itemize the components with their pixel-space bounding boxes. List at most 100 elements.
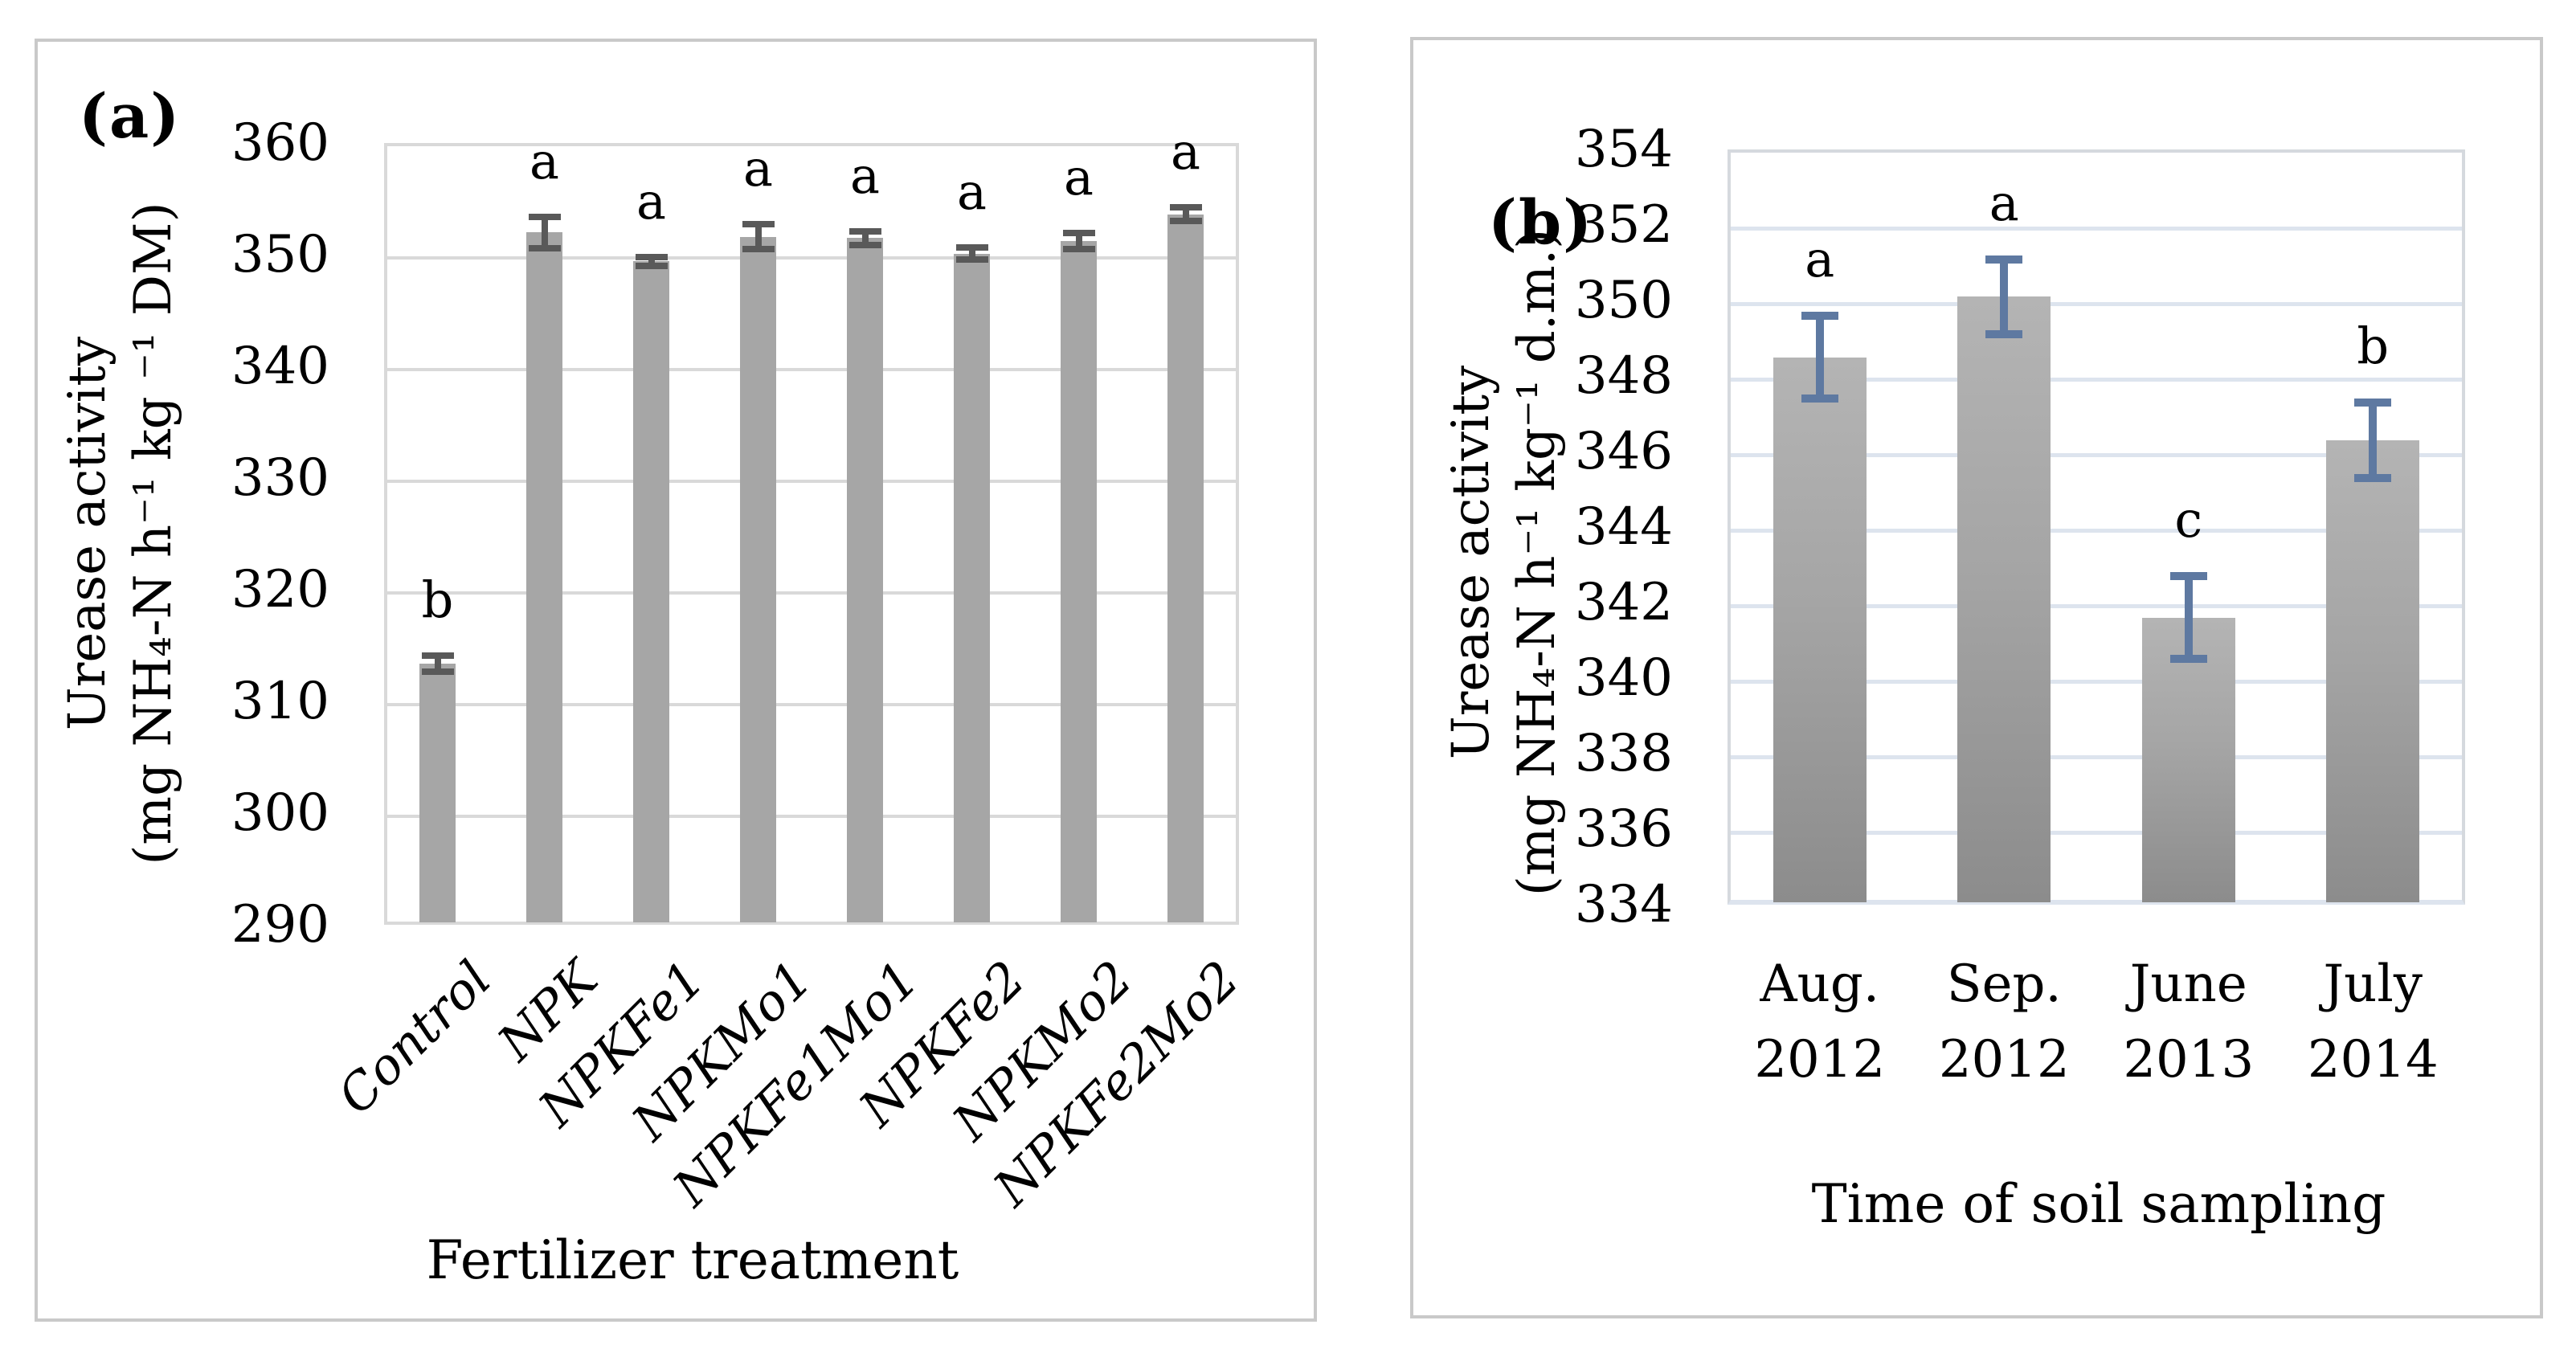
error-cap-bottom xyxy=(955,255,988,263)
bar-NPKMo2 xyxy=(1061,241,1097,922)
y-tick-label-334: 334 xyxy=(1574,875,1673,934)
significance-letter: a xyxy=(1805,230,1835,289)
error-cap-top xyxy=(742,221,775,228)
error-cap-bottom xyxy=(421,668,454,675)
y-tick-label-310: 310 xyxy=(231,672,329,731)
gridline-350 xyxy=(387,256,1236,260)
error-cap-top xyxy=(2169,572,2207,581)
bar-NPKFe2 xyxy=(954,253,990,922)
error-cap-bottom xyxy=(2169,655,2207,664)
error-cap-bottom xyxy=(742,246,775,253)
y-tick-label-350: 350 xyxy=(1574,271,1673,330)
error-cap-top xyxy=(421,652,454,659)
bar-NPKFe1 xyxy=(633,261,669,922)
bar-Sep.-2012 xyxy=(1957,296,2051,902)
y-tick-label-330: 330 xyxy=(231,448,329,508)
gridline-346 xyxy=(1731,453,2462,457)
panel-a-plot-area xyxy=(384,143,1239,925)
gridline-320 xyxy=(387,591,1236,595)
error-cap-top xyxy=(955,244,988,251)
error-bar-line xyxy=(2184,572,2193,664)
y-tick-label-350: 350 xyxy=(231,225,329,284)
gridline-348 xyxy=(1731,378,2462,382)
y-tick-label-340: 340 xyxy=(1574,648,1673,708)
y-tick-label-346: 346 xyxy=(1574,422,1673,481)
error-cap-top xyxy=(848,227,881,235)
error-cap-top xyxy=(635,253,668,260)
bar-July-2014 xyxy=(2326,439,2420,902)
y-tick-label-342: 342 xyxy=(1574,573,1673,632)
error-cap-bottom xyxy=(1985,330,2023,338)
significance-letter: a xyxy=(743,139,773,198)
error-bar-line xyxy=(2000,255,2009,338)
gridline-350 xyxy=(1731,302,2462,306)
gridline-340 xyxy=(1731,680,2462,684)
panel-a-x-axis-title: Fertilizer treatment xyxy=(426,1229,959,1291)
y-tick-label-352: 352 xyxy=(1574,195,1673,255)
error-bar-line xyxy=(2369,399,2378,482)
error-cap-top xyxy=(1062,230,1095,237)
error-cap-bottom xyxy=(528,244,561,251)
y-tick-label-360: 360 xyxy=(231,113,329,173)
error-cap-top xyxy=(1169,204,1202,211)
gridline-330 xyxy=(387,480,1236,483)
y-tick-label-344: 344 xyxy=(1574,497,1673,557)
bar-NPKMo1 xyxy=(740,236,776,922)
gridline-340 xyxy=(387,368,1236,371)
gridline-344 xyxy=(1731,529,2462,533)
x-category-label: Aug. 2012 xyxy=(1754,955,1886,1089)
y-tick-label-338: 338 xyxy=(1574,724,1673,783)
error-bar-line xyxy=(648,253,655,270)
error-cap-bottom xyxy=(848,241,881,248)
error-cap-top xyxy=(1801,312,1838,321)
y-tick-label-336: 336 xyxy=(1574,799,1673,859)
significance-letter: a xyxy=(1171,122,1200,182)
significance-letter: a xyxy=(1989,173,2019,232)
significance-letter: a xyxy=(1064,148,1094,207)
error-bar-line xyxy=(968,244,975,263)
significance-letter: b xyxy=(421,570,454,629)
error-cap-top xyxy=(2354,399,2392,407)
x-category-label: June 2013 xyxy=(2123,955,2255,1089)
gridline-310 xyxy=(387,703,1236,706)
significance-letter: a xyxy=(850,145,880,205)
gridline-342 xyxy=(1731,604,2462,608)
x-category-label: July 2014 xyxy=(2307,955,2439,1089)
error-cap-bottom xyxy=(1801,394,1838,403)
panel-b-letter: (b) xyxy=(1488,186,1594,258)
gridline-336 xyxy=(1731,831,2462,835)
gridline-352 xyxy=(1731,227,2462,231)
bar-NPKFe2Mo2 xyxy=(1167,214,1204,922)
significance-letter: a xyxy=(530,131,559,190)
significance-letter: c xyxy=(2174,490,2203,550)
y-tick-label-354: 354 xyxy=(1574,120,1673,179)
y-tick-label-340: 340 xyxy=(231,337,329,396)
error-bar-line xyxy=(754,221,762,253)
error-bar-line xyxy=(541,213,548,251)
significance-letter: a xyxy=(957,162,987,222)
gridline-338 xyxy=(1731,755,2462,759)
y-tick-label-348: 348 xyxy=(1574,346,1673,406)
error-bar-line xyxy=(861,227,869,248)
panel-a-y-axis-title: Urease activity (mg NH₄-N h⁻¹ kg ⁻¹ DM) xyxy=(58,202,183,865)
error-bar-line xyxy=(434,652,441,675)
y-tick-label-300: 300 xyxy=(231,783,329,843)
bar-Aug.-2012 xyxy=(1773,357,1867,902)
error-cap-bottom xyxy=(1169,218,1202,225)
error-cap-top xyxy=(1985,255,2023,264)
panel-a-letter: (a) xyxy=(79,80,182,152)
error-cap-top xyxy=(528,213,561,220)
x-category-label: Sep. 2012 xyxy=(1938,955,2070,1089)
bar-NPK xyxy=(526,232,562,922)
error-cap-bottom xyxy=(1062,246,1095,253)
error-cap-bottom xyxy=(2354,473,2392,482)
bar-Control xyxy=(419,663,456,922)
y-tick-label-290: 290 xyxy=(231,895,329,955)
panel-b-x-axis-title: Time of soil sampling xyxy=(1811,1173,2386,1235)
error-cap-bottom xyxy=(635,263,668,270)
error-bar-line xyxy=(1182,204,1189,225)
significance-letter: b xyxy=(2357,317,2390,376)
bar-June-2013 xyxy=(2141,617,2235,902)
error-bar-line xyxy=(1815,312,1824,403)
